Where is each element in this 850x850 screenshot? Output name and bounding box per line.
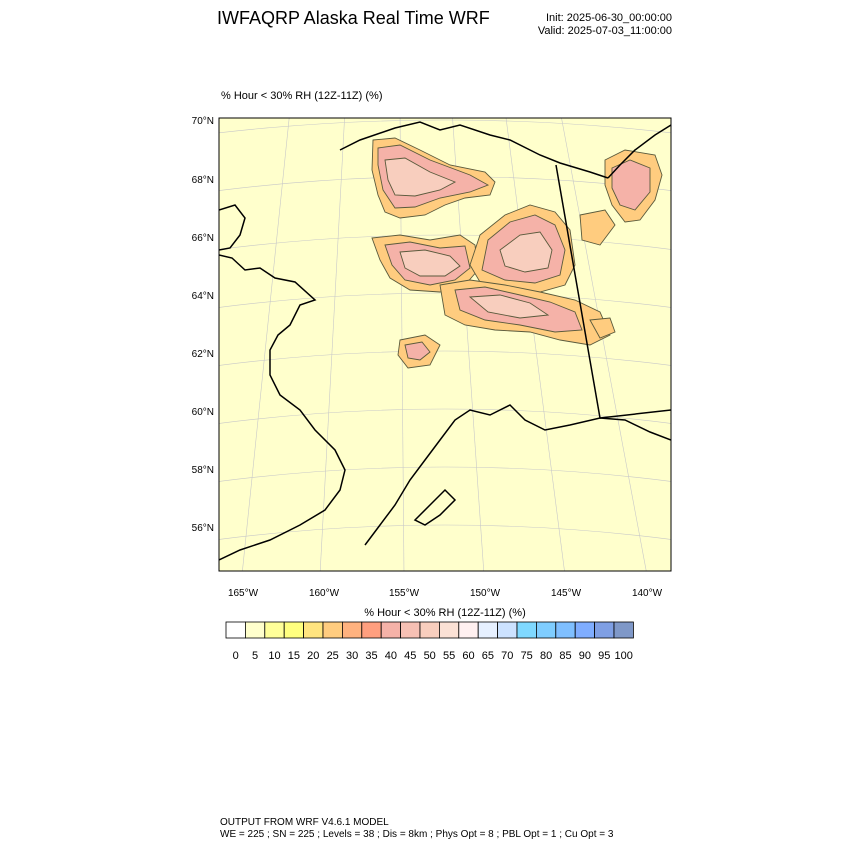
lat-label: 60°N <box>192 407 214 418</box>
bc-coast <box>599 409 671 419</box>
valid-time: Valid: 2025-07-03_11:00:00 <box>537 25 672 37</box>
lon-label: 165°W <box>228 588 259 599</box>
lat-label: 64°N <box>192 291 214 302</box>
map-frame <box>218 117 672 572</box>
seward-peninsula <box>219 204 246 251</box>
colorbar-label: 65 <box>482 650 494 662</box>
colorbar-swatch <box>574 621 596 639</box>
colorbar-swatch <box>516 621 537 639</box>
colorbar-swatch <box>244 621 266 639</box>
field-label: % Hour < 30% RH (12Z-11Z) (%) <box>221 90 383 102</box>
colorbar-swatch <box>497 621 518 639</box>
lat-label: 58°N <box>192 465 214 476</box>
colorbar-swatch <box>264 621 285 639</box>
lat-label: 66°N <box>192 233 214 244</box>
colorbar <box>225 621 634 639</box>
colorbar-title: % Hour < 30% RH (12Z-11Z) (%) <box>364 607 526 619</box>
colorbar-label: 35 <box>365 650 377 662</box>
arctic-coast <box>339 121 609 179</box>
colorbar-label: 0 <box>233 650 239 662</box>
kodiak-island <box>413 488 457 526</box>
model-info: OUTPUT FROM WRF V4.6.1 MODEL WE = 225 ; … <box>220 817 613 841</box>
colorbar-label: 20 <box>307 650 319 662</box>
colorbar-swatch <box>225 621 246 639</box>
colorbar-label: 90 <box>579 650 591 662</box>
init-time: Init: 2025-06-30_00:00:00 <box>546 12 672 24</box>
colorbar-swatch <box>322 621 343 639</box>
colorbar-swatch <box>341 621 363 639</box>
colorbar-swatch <box>458 621 479 639</box>
run-times: Init: 2025-06-30_00:00:00 Valid: 2025-07… <box>520 12 672 38</box>
colorbar-label: 70 <box>501 650 513 662</box>
colorbar-label: 50 <box>424 650 436 662</box>
colorbar-label: 15 <box>288 650 300 662</box>
lat-label: 68°N <box>192 175 214 186</box>
colorbar-swatch <box>419 621 440 639</box>
colorbar-swatch <box>477 621 499 639</box>
small-patch-2 <box>589 317 616 339</box>
colorbar-label: 45 <box>404 650 416 662</box>
model-info-line2: WE = 225 ; SN = 225 ; Levels = 38 ; Dis … <box>220 829 614 840</box>
lon-label: 160°W <box>309 588 340 599</box>
colorbar-swatch <box>400 621 421 639</box>
coastlines <box>219 121 671 561</box>
colorbar-label: 75 <box>521 650 533 662</box>
colorbar-label: 60 <box>462 650 474 662</box>
colorbar-label: 40 <box>385 650 397 662</box>
colorbar-label: 80 <box>540 650 552 662</box>
colorbar-swatch <box>555 621 576 639</box>
lat-label: 70°N <box>192 116 214 127</box>
colorbar-label: 10 <box>268 650 280 662</box>
colorbar-swatch <box>361 621 382 639</box>
colorbar-label: 5 <box>252 650 258 662</box>
model-info-line1: OUTPUT FROM WRF V4.6.1 MODEL <box>220 817 389 828</box>
page-title: IWFAQRP Alaska Real Time WRF <box>217 8 490 28</box>
canada-border <box>555 164 601 419</box>
lat-label: 56°N <box>192 523 214 534</box>
colorbar-swatch <box>380 621 402 639</box>
colorbar-labels: 0 5 10 15 20 25 30 35 40 45 50 55 60 65 70 75 80 85 90 95 10… <box>233 650 633 662</box>
lon-label: 145°W <box>551 588 582 599</box>
colorbar-swatch <box>438 621 460 639</box>
west-coast <box>219 254 346 561</box>
colorbar-label: 85 <box>559 650 571 662</box>
lat-label: 62°N <box>192 349 214 360</box>
colorbar-label: 30 <box>346 650 358 662</box>
colorbar-label: 25 <box>327 650 339 662</box>
colorbar-label: 100 <box>615 650 633 662</box>
colorbar-swatch <box>303 621 324 639</box>
colorbar-label: 55 <box>443 650 455 662</box>
colorbar-swatch <box>536 621 557 639</box>
lon-label: 140°W <box>632 588 663 599</box>
south-coast <box>364 404 671 546</box>
colorbar-swatch <box>283 621 305 639</box>
colorbar-swatch <box>613 621 634 639</box>
rh-fill-areas <box>371 137 663 369</box>
colorbar-label: 95 <box>598 650 610 662</box>
colorbar-swatch <box>594 621 615 639</box>
lat-axis: 70°N 68°N 66°N 64°N 62°N 60°N 58°N 56°N <box>192 116 214 534</box>
lon-axis: 165°W 160°W 155°W 150°W 145°W 140°W <box>228 588 663 599</box>
yukon-coast <box>607 124 671 179</box>
lon-label: 155°W <box>389 588 420 599</box>
lon-label: 150°W <box>470 588 501 599</box>
